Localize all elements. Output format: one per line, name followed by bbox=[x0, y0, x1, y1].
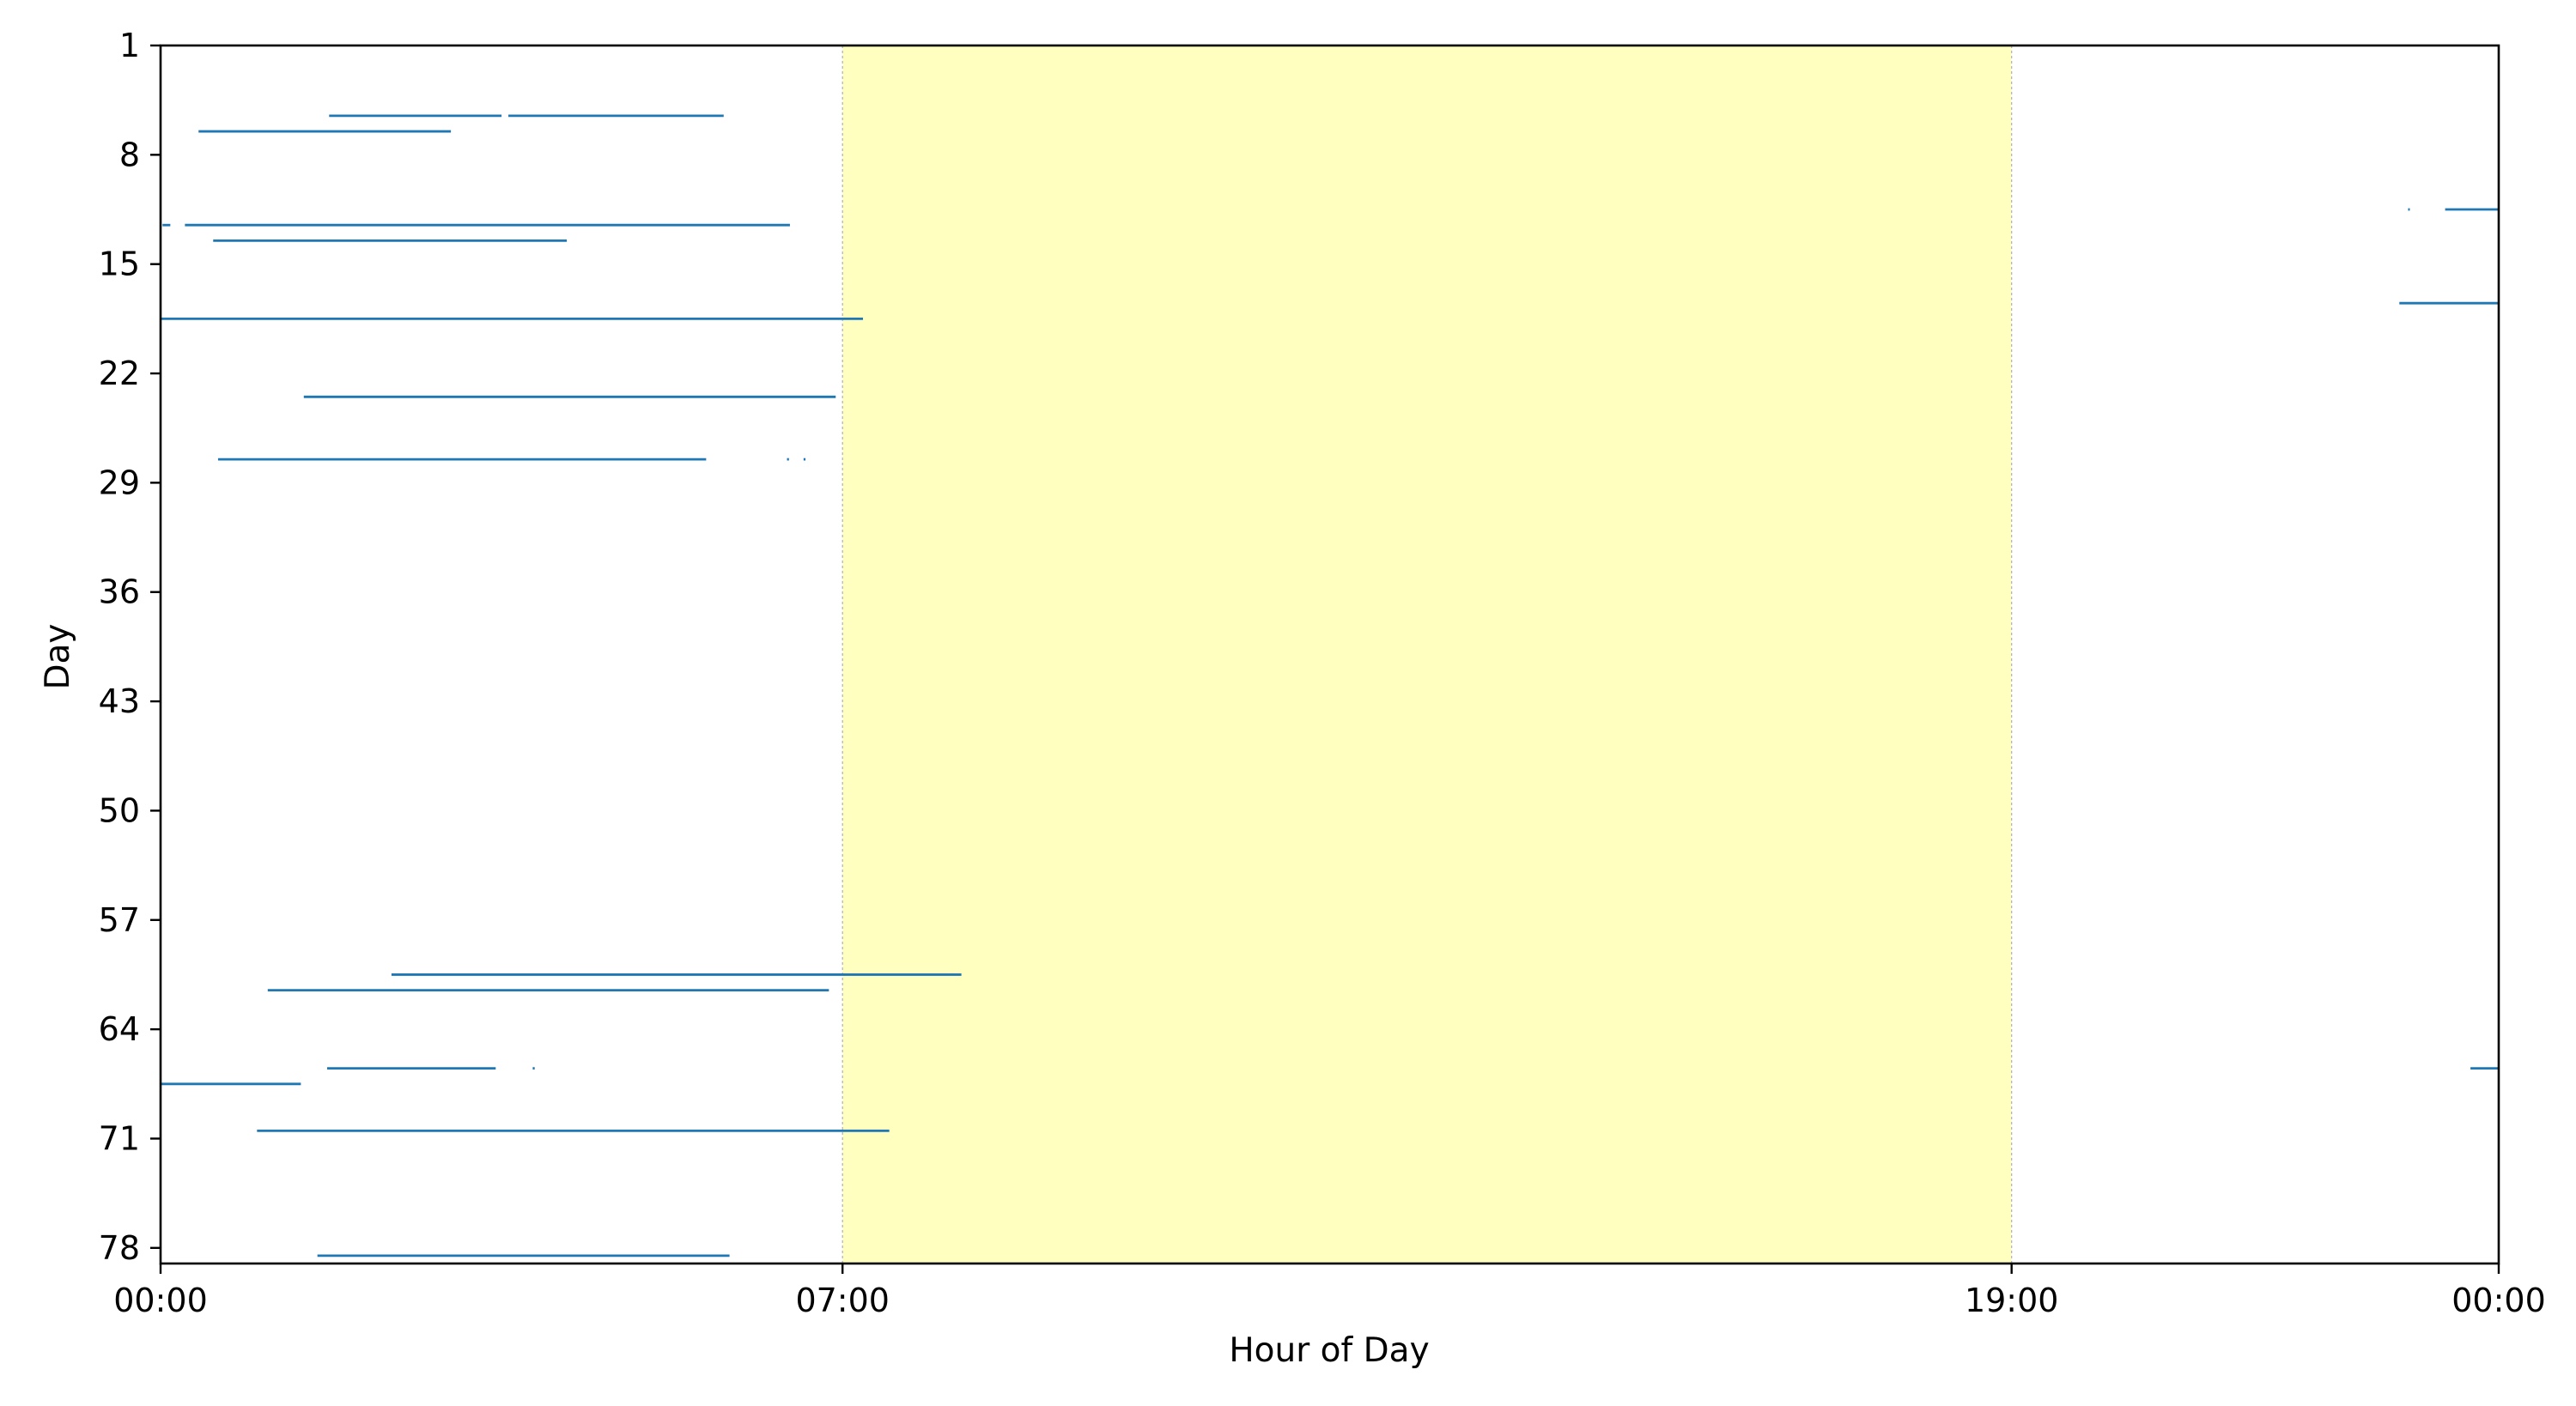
y-tick-label-3: 22 bbox=[99, 355, 140, 392]
plot-area bbox=[159, 44, 2500, 1265]
y-tick-label-1: 8 bbox=[119, 136, 140, 173]
y-tick-label-5: 36 bbox=[99, 573, 140, 611]
y-tick-label-2: 15 bbox=[99, 245, 140, 283]
y-tick-label-9: 64 bbox=[99, 1010, 140, 1048]
y-tick-label-4: 29 bbox=[99, 464, 140, 501]
y-tick-label-0: 1 bbox=[119, 27, 140, 64]
y-tick-label-10: 71 bbox=[99, 1119, 140, 1157]
daytime-band bbox=[842, 45, 2012, 1264]
y-tick-label-11: 78 bbox=[99, 1229, 140, 1267]
x-axis-label: Hour of Day bbox=[1229, 1331, 1429, 1370]
plot-frame bbox=[159, 44, 2500, 1265]
y-tick-label-6: 43 bbox=[99, 682, 140, 720]
y-axis: 1 8 15 22 29 36 43 50 57 64 71 78 bbox=[99, 27, 161, 1267]
y-axis-label: Day bbox=[39, 623, 77, 689]
x-tick-label-3: 00:00 bbox=[2451, 1282, 2546, 1319]
y-tick-label-7: 50 bbox=[99, 791, 140, 829]
x-tick-label-2: 19:00 bbox=[1965, 1282, 2059, 1319]
x-tick-label-1: 07:00 bbox=[795, 1282, 890, 1319]
y-tick-label-8: 57 bbox=[99, 901, 140, 939]
x-axis: 00:00 07:00 19:00 00:00 bbox=[113, 1264, 2546, 1319]
x-tick-label-0: 00:00 bbox=[113, 1282, 208, 1319]
